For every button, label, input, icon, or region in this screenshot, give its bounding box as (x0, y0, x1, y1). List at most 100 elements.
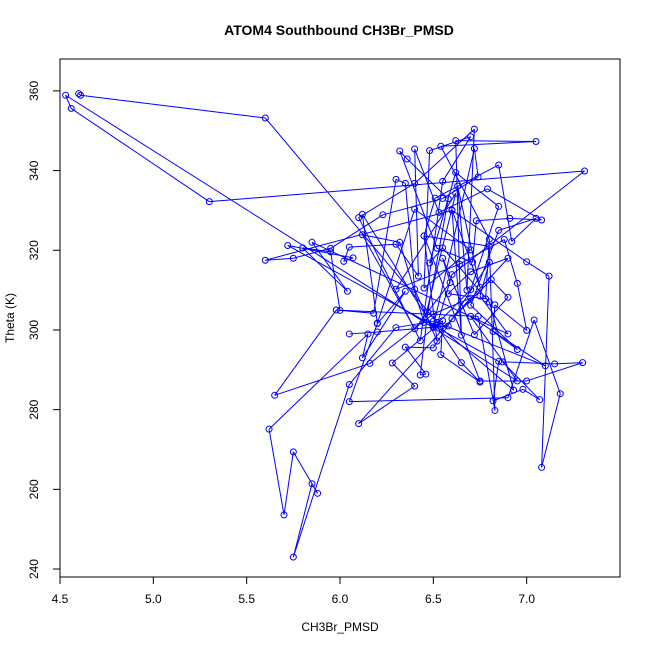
series-segment (293, 247, 331, 259)
data-point (308, 480, 316, 488)
data-point (411, 145, 419, 153)
data-point (491, 301, 499, 309)
series-layer (62, 90, 589, 561)
data-point (483, 185, 491, 193)
series-segment (433, 297, 471, 315)
data-point (373, 328, 381, 336)
data-point (444, 322, 452, 330)
series-segment (440, 146, 490, 240)
series-segment (404, 346, 427, 375)
data-point (532, 137, 540, 145)
y-axis-label: Theta (K) (3, 293, 17, 343)
series-segment (361, 214, 434, 328)
series-segment (442, 258, 475, 335)
x-tick-label: 7.0 (518, 592, 535, 606)
data-point (429, 344, 437, 352)
data-point (476, 283, 484, 291)
data-point (345, 330, 353, 338)
series-segment (455, 140, 537, 142)
data-point (392, 324, 400, 332)
data-point (392, 285, 400, 293)
series-segment (507, 319, 535, 398)
data-point (289, 448, 297, 456)
series-segment (274, 309, 337, 396)
data-point (476, 292, 484, 300)
data-point (280, 511, 288, 519)
data-point (396, 238, 404, 246)
data-point (504, 394, 512, 402)
data-point (467, 312, 475, 320)
data-point (448, 206, 456, 214)
series-segment (472, 220, 477, 263)
data-point (506, 214, 514, 222)
series-segment (406, 158, 449, 200)
data-point (454, 182, 462, 190)
x-tick-label: 5.5 (238, 592, 255, 606)
data-point (439, 177, 447, 185)
data-point (485, 242, 493, 250)
series-segment (78, 93, 81, 96)
data-point (426, 259, 434, 267)
series-segment (65, 95, 72, 109)
series-segment (516, 283, 528, 331)
data-point (469, 258, 477, 266)
data-point (433, 244, 441, 252)
data-point (349, 254, 357, 262)
y-tick-label: 340 (27, 160, 41, 180)
data-point (77, 91, 85, 99)
series-segment (399, 150, 408, 160)
data-point (373, 320, 381, 328)
data-point (536, 396, 544, 404)
data-point (401, 343, 409, 351)
y-tick-label: 320 (27, 240, 41, 260)
data-point (358, 231, 366, 239)
series-segment (423, 197, 436, 237)
data-point (538, 463, 546, 471)
series-segment (265, 209, 453, 261)
data-point (513, 345, 521, 353)
series-segment (361, 291, 406, 359)
data-point (414, 272, 422, 280)
series-segment (438, 188, 488, 213)
data-point (491, 406, 499, 414)
data-point (523, 326, 531, 334)
data-point (474, 173, 482, 181)
data-point (364, 330, 372, 338)
series-segment (404, 183, 416, 290)
data-point (388, 359, 396, 367)
data-point (495, 226, 503, 234)
data-point (75, 90, 83, 98)
series-segment (427, 198, 449, 313)
data-point (411, 179, 419, 187)
series-segment (391, 362, 416, 387)
series-segment (330, 251, 341, 311)
data-point (401, 287, 409, 295)
series-segment (348, 327, 397, 385)
series-segment (492, 331, 518, 350)
data-point (271, 391, 279, 399)
series-segment (395, 178, 406, 184)
series-segment (436, 324, 514, 391)
series-segment (268, 429, 285, 515)
series-segment (526, 261, 550, 277)
y-tick-label: 240 (27, 559, 41, 579)
data-point (67, 104, 75, 112)
x-axis: 4.5 5.0 5.5 6.0 6.5 7.0 (52, 577, 535, 606)
data-point (467, 286, 475, 294)
data-point (556, 390, 564, 398)
series-segment (414, 149, 419, 277)
data-point (448, 271, 456, 279)
series-segment (479, 295, 509, 335)
series-segment (283, 451, 294, 515)
data-point (411, 325, 419, 333)
series-segment (440, 140, 537, 147)
series-segment (533, 319, 561, 394)
data-point (392, 240, 400, 248)
data-point (581, 167, 589, 175)
data-point (205, 198, 213, 206)
data-point (429, 310, 437, 318)
series-segment (358, 297, 472, 424)
series-segment (349, 397, 509, 403)
data-point (467, 133, 475, 141)
